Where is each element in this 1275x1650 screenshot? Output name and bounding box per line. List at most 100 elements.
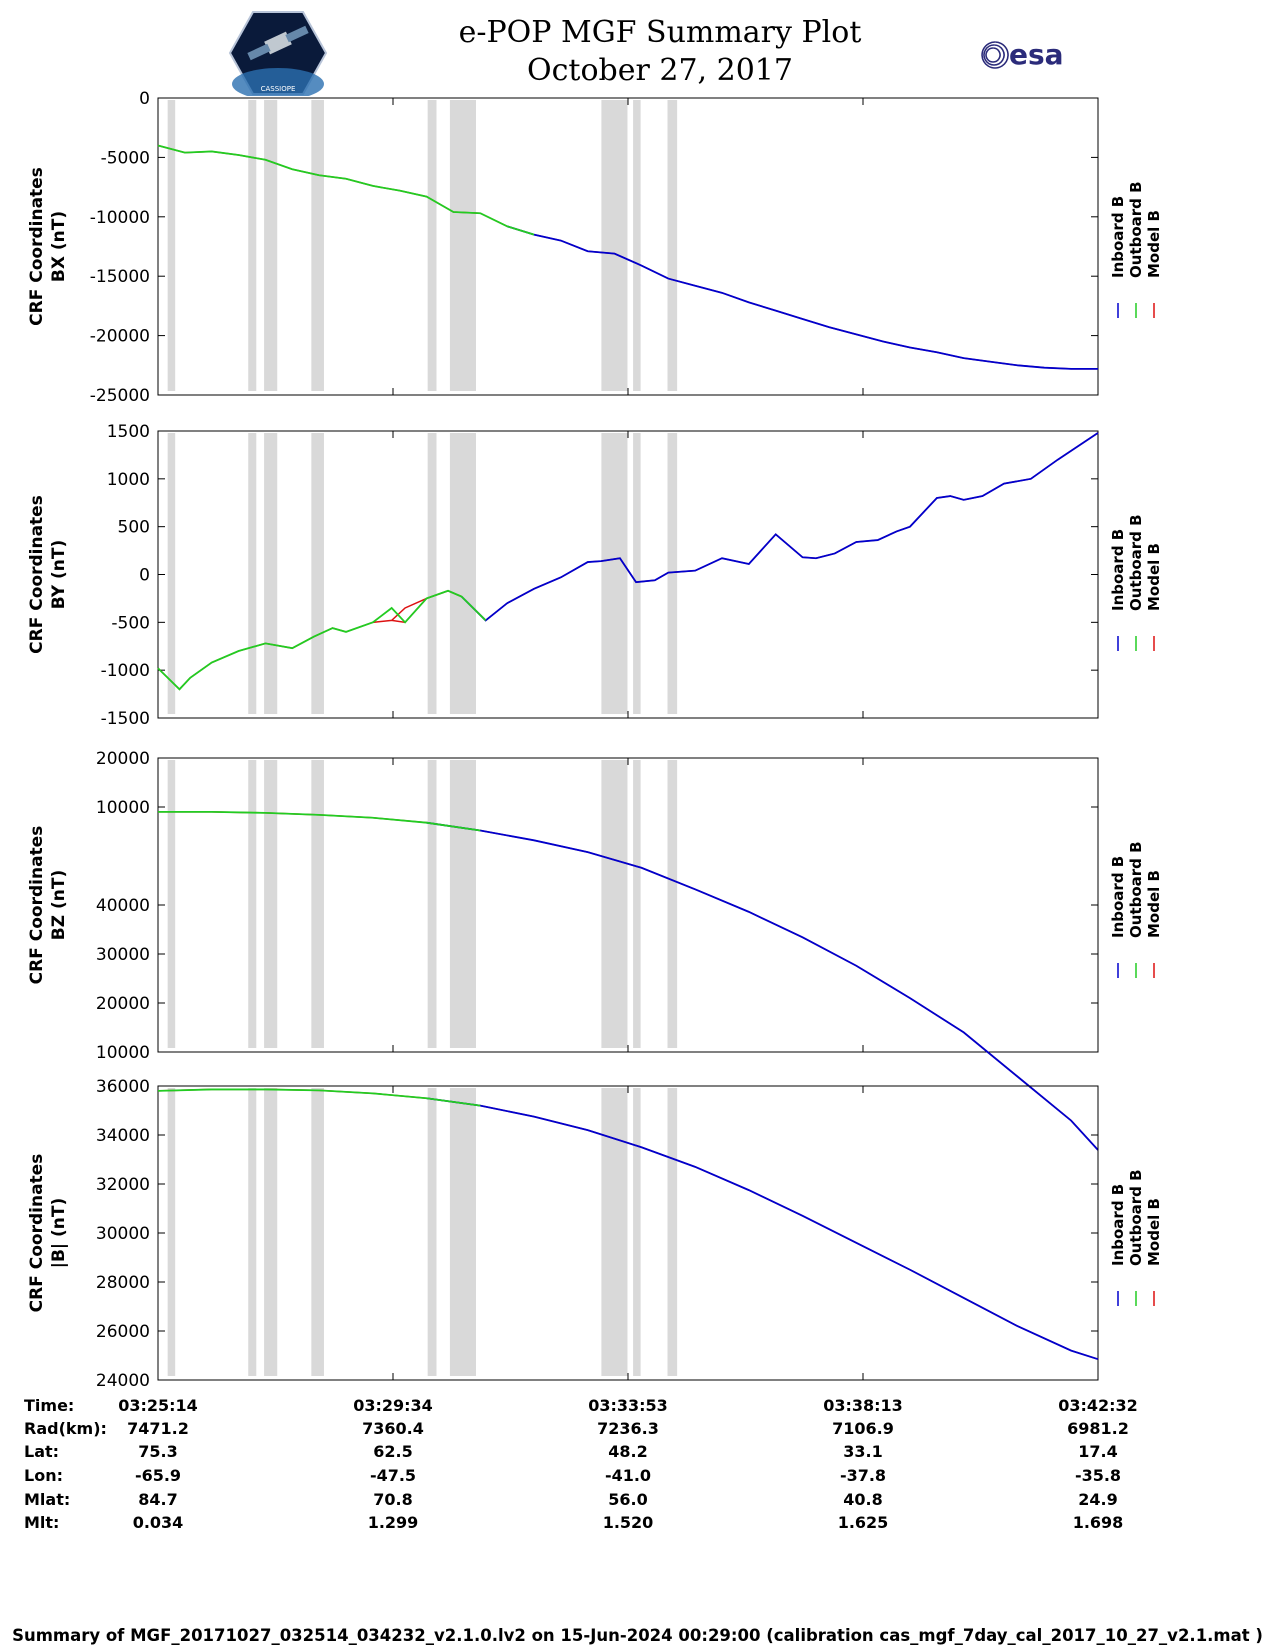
gap-band [264, 760, 278, 1048]
legend-entry: Model B [1145, 210, 1163, 278]
y-axis-label: CRF Coordinates [27, 1154, 47, 1313]
info-cell: 1.520 [602, 1513, 654, 1532]
gap-band [311, 760, 324, 1048]
gap-band [167, 100, 176, 391]
legend-entry: Inboard B [1109, 529, 1127, 611]
plot-frame [157, 430, 1099, 719]
y-axis-label: BZ (nT) [49, 870, 69, 940]
gap-band [264, 1088, 278, 1376]
y-tick-label: -10000 [90, 208, 150, 228]
info-row-label: Time: [24, 1396, 75, 1415]
esa-logo-text: esa [1009, 38, 1064, 71]
gap-band [248, 433, 257, 714]
info-cell: 03:33:53 [588, 1396, 668, 1415]
esa-logo: esa [981, 38, 1064, 71]
legend-entry: Model B [1145, 543, 1163, 611]
gap-band [601, 100, 628, 391]
y-axis-label: BY (nT) [49, 540, 69, 610]
y-tick-label: 10000 [96, 798, 150, 818]
info-cell: 6981.2 [1067, 1419, 1129, 1438]
gap-band [167, 1088, 176, 1376]
y-tick-label: 30000 [96, 945, 150, 965]
info-cell: 7471.2 [127, 1419, 189, 1438]
info-row-label: Rad(km): [24, 1419, 107, 1438]
info-cell: 03:42:32 [1058, 1396, 1138, 1415]
info-cell: 03:25:14 [118, 1396, 198, 1415]
gap-band [311, 433, 324, 714]
gap-band [667, 760, 678, 1048]
gap-band [667, 100, 678, 391]
y-tick-label: 20000 [96, 994, 150, 1014]
gap-band [449, 433, 476, 714]
info-row-label: Lon: [24, 1466, 63, 1485]
legend-entry: Inboard B [1109, 1184, 1127, 1266]
title-line-2: October 27, 2017 [527, 53, 793, 88]
legend-entry: Outboard B [1127, 181, 1145, 278]
y-tick-label: 0 [139, 566, 150, 586]
gap-band [427, 1088, 437, 1376]
series-outboard-b [158, 811, 481, 832]
gap-band [449, 1088, 476, 1376]
series-model-b [157, 1088, 1099, 1360]
legend-entry: Model B [1145, 870, 1163, 938]
legend-entry: Inboard B [1109, 196, 1127, 278]
series-inboard-b [426, 1097, 1099, 1361]
gap-band [667, 1088, 678, 1376]
y-tick-label: 28000 [96, 1273, 150, 1293]
plot-frame [157, 97, 1099, 396]
series-inboard-b [426, 821, 1099, 1151]
gap-band [601, 1088, 628, 1376]
y-axis-label: |B| (nT) [49, 1198, 69, 1269]
y-tick-label: 24000 [96, 1371, 150, 1391]
info-cell: 03:29:34 [353, 1396, 433, 1415]
cassiope-logo-text: CASSIOPE [261, 85, 296, 93]
panel-2: 1500 1000 500 0 -500 -1000 -1500 CRF Coordinate… [27, 422, 1163, 729]
info-cell: 7236.3 [597, 1419, 659, 1438]
gap-band [311, 100, 324, 391]
y-tick-label: 10000 [96, 1043, 150, 1063]
y-tick-label: 32000 [96, 1175, 150, 1195]
panel-4: 36000 34000 32000 30000 28000 26000 24000 CRF C… [27, 1077, 1163, 1391]
legend-entry: Outboard B [1127, 1169, 1145, 1266]
gap-band [264, 100, 278, 391]
gap-band [248, 100, 257, 391]
series-model-b [157, 432, 1099, 691]
gap-band [427, 100, 437, 391]
panel-1: 0 -5000 -10000 -15000 -20000 -25000 CRF Coordi… [27, 89, 1163, 406]
info-cell: 17.4 [1078, 1442, 1118, 1461]
info-cell: 40.8 [843, 1490, 883, 1509]
y-tick-label: 36000 [96, 1077, 150, 1097]
y-tick-label: -1000 [101, 661, 150, 681]
gap-band [633, 100, 641, 391]
info-cell: 84.7 [138, 1490, 178, 1509]
y-tick-label: 1500 [107, 422, 150, 442]
info-row-label: Lat: [24, 1442, 60, 1461]
gap-band [248, 1088, 257, 1376]
y-axis-label: BX (nT) [49, 211, 69, 282]
plot-frame [157, 757, 1099, 1053]
info-cell: 24.9 [1078, 1490, 1118, 1509]
y-tick-label: 0 [139, 89, 150, 109]
info-cell: -35.8 [1074, 1466, 1122, 1485]
y-tick-label: -20000 [90, 327, 150, 347]
gap-band [427, 760, 437, 1048]
gap-band [601, 760, 628, 1048]
gap-band [427, 433, 437, 714]
legend-entry: Outboard B [1127, 841, 1145, 938]
gap-band [601, 433, 628, 714]
legend-entry: Outboard B [1127, 514, 1145, 611]
y-tick-label: 26000 [96, 1322, 150, 1342]
y-axis-label: CRF Coordinates [27, 826, 47, 985]
gap-band [633, 760, 641, 1048]
gap-band [167, 760, 176, 1048]
gap-band [264, 433, 278, 714]
y-tick-label: -1500 [101, 709, 150, 729]
info-cell: 1.698 [1072, 1513, 1124, 1532]
y-tick-label: 34000 [96, 1126, 150, 1146]
plot-frame [157, 1085, 1099, 1381]
info-cell: 33.1 [843, 1442, 883, 1461]
info-row-label: Mlat: [24, 1490, 71, 1509]
info-cell: 62.5 [373, 1442, 413, 1461]
y-tick-label: -500 [111, 613, 150, 633]
